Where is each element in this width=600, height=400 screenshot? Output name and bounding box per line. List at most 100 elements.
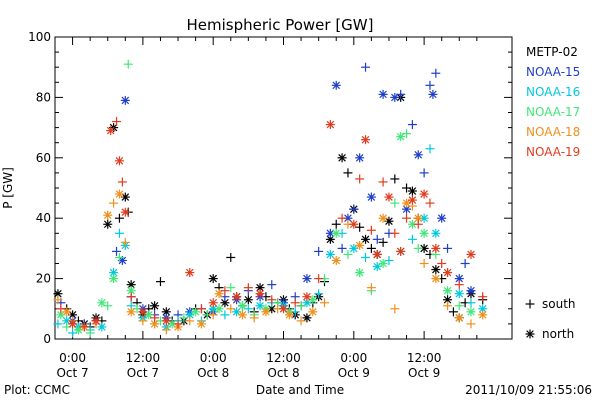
metp-02-point-south bbox=[343, 168, 353, 178]
noaa-19-point-south bbox=[314, 274, 324, 284]
noaa-15-point-south bbox=[314, 246, 324, 256]
noaa-16-point-north bbox=[349, 243, 359, 253]
noaa-15-point-south bbox=[349, 204, 359, 214]
noaa-19-point-south bbox=[355, 174, 365, 184]
metp-02-point-north bbox=[208, 274, 218, 284]
noaa-17-point-north bbox=[355, 268, 365, 278]
y-tick-label: 60 bbox=[36, 151, 51, 165]
noaa-19-point-north bbox=[106, 126, 116, 136]
noaa-15-point-north bbox=[331, 80, 341, 90]
noaa-19-point-north bbox=[349, 219, 359, 229]
noaa-17-point-south bbox=[413, 243, 423, 253]
y-tick-label: 0 bbox=[43, 332, 51, 346]
noaa-19-point-north bbox=[114, 156, 124, 166]
legend-entry-noaa-18: NOAA-18 bbox=[526, 125, 580, 139]
metp-02-point-north bbox=[302, 313, 312, 323]
metp-02-point-north bbox=[337, 153, 347, 163]
noaa-18-point-south bbox=[185, 316, 195, 326]
y-tick-label: 100 bbox=[28, 30, 51, 44]
x-tick-time-label: 0:00 bbox=[340, 351, 367, 365]
noaa-19-point-north bbox=[419, 189, 429, 199]
noaa-18-point-south bbox=[120, 237, 130, 247]
noaa-19-point-north bbox=[208, 298, 218, 308]
noaa-19-point-north bbox=[91, 316, 101, 326]
legend-entry-noaa-16: NOAA-16 bbox=[526, 85, 580, 99]
noaa-15-point-south bbox=[425, 80, 435, 90]
noaa-19-point-north bbox=[185, 268, 195, 278]
x-tick-time-label: 12:00 bbox=[266, 351, 301, 365]
marker-legend-symbol-south bbox=[525, 299, 535, 309]
noaa-18-point-north bbox=[214, 289, 224, 299]
noaa-18-point-north bbox=[478, 310, 488, 320]
metp-02-point-north bbox=[361, 234, 371, 244]
noaa-19-point-south bbox=[437, 259, 447, 268]
noaa-18-point-north bbox=[196, 319, 206, 329]
noaa-19-point-south bbox=[56, 304, 66, 314]
noaa-16-point-south bbox=[361, 252, 371, 262]
noaa-19-point-south bbox=[478, 292, 488, 302]
noaa-18-point-south bbox=[249, 313, 259, 323]
noaa-16-point-south bbox=[466, 298, 476, 308]
plot-credit: Plot: CCMC bbox=[4, 383, 70, 397]
noaa-15-point-north bbox=[355, 153, 365, 163]
y-tick-label: 20 bbox=[36, 272, 51, 286]
noaa-18-point-south bbox=[443, 301, 453, 311]
noaa-15-point-south bbox=[396, 89, 406, 99]
noaa-15-point-south bbox=[419, 168, 429, 178]
metp-02-point-north bbox=[103, 219, 113, 229]
noaa-19-point-north bbox=[138, 307, 148, 317]
x-tick-date-label: Oct 9 bbox=[338, 366, 370, 380]
y-axis-label: P [GW] bbox=[1, 167, 15, 209]
noaa-18-point-south bbox=[109, 198, 119, 208]
noaa-15-point-south bbox=[443, 243, 453, 253]
noaa-19-point-north bbox=[396, 246, 406, 256]
metp-02-point-north bbox=[431, 265, 441, 275]
noaa-15-point-south bbox=[112, 246, 122, 256]
metp-02-point-north bbox=[384, 216, 394, 226]
x-tick-date-label: Oct 7 bbox=[56, 366, 88, 380]
noaa-16-point-north bbox=[431, 228, 441, 238]
noaa-15-point-north bbox=[343, 213, 353, 223]
noaa-15-point-south bbox=[407, 120, 417, 130]
noaa-15-point-north bbox=[466, 286, 476, 296]
noaa-17-point-south bbox=[454, 301, 464, 311]
metp-02-point-south bbox=[114, 213, 124, 223]
noaa-19-point-south bbox=[126, 292, 136, 302]
noaa-18-point-south bbox=[390, 304, 400, 314]
noaa-18-point-north bbox=[378, 213, 388, 223]
noaa-19-point-south bbox=[413, 219, 423, 229]
noaa-19-point-north bbox=[120, 207, 130, 217]
y-tick-label: 80 bbox=[36, 90, 51, 104]
noaa-19-point-south bbox=[454, 280, 464, 290]
noaa-16-point-north bbox=[325, 249, 335, 259]
noaa-19-point-south bbox=[267, 295, 277, 305]
noaa-19-point-north bbox=[161, 316, 171, 326]
noaa-15-point-south bbox=[460, 259, 470, 268]
noaa-19-point-north bbox=[466, 249, 476, 259]
x-axis-label: Date and Time bbox=[256, 383, 344, 397]
noaa-17-point-north bbox=[237, 301, 247, 311]
metp-02-point-south bbox=[366, 243, 376, 253]
noaa-18-point-north bbox=[454, 313, 464, 323]
noaa-17-point-south bbox=[296, 301, 306, 311]
noaa-19-point-south bbox=[290, 298, 300, 308]
noaa-18-point-south bbox=[53, 295, 63, 305]
noaa-17-point-south bbox=[343, 249, 353, 259]
x-tick-date-label: Oct 7 bbox=[127, 366, 159, 380]
noaa-15-point-south bbox=[372, 234, 382, 244]
noaa-15-point-south bbox=[267, 280, 277, 290]
chart-title: Hemispheric Power [GW] bbox=[187, 16, 374, 34]
noaa-18-point-north bbox=[126, 307, 136, 317]
noaa-19-point-south bbox=[425, 198, 435, 208]
metp-02-point-north bbox=[255, 283, 265, 293]
noaa-17-point-north bbox=[109, 274, 119, 284]
noaa-17-point-north bbox=[443, 286, 453, 296]
x-tick-date-label: Oct 8 bbox=[267, 366, 299, 380]
plot-area bbox=[54, 36, 513, 340]
noaa-15-point-south bbox=[337, 243, 347, 253]
marker-legend-label-north: north bbox=[542, 327, 574, 341]
noaa-18-point-north bbox=[355, 240, 365, 250]
noaa-17-point-north bbox=[97, 298, 107, 308]
noaa-19-point-south bbox=[79, 322, 89, 332]
